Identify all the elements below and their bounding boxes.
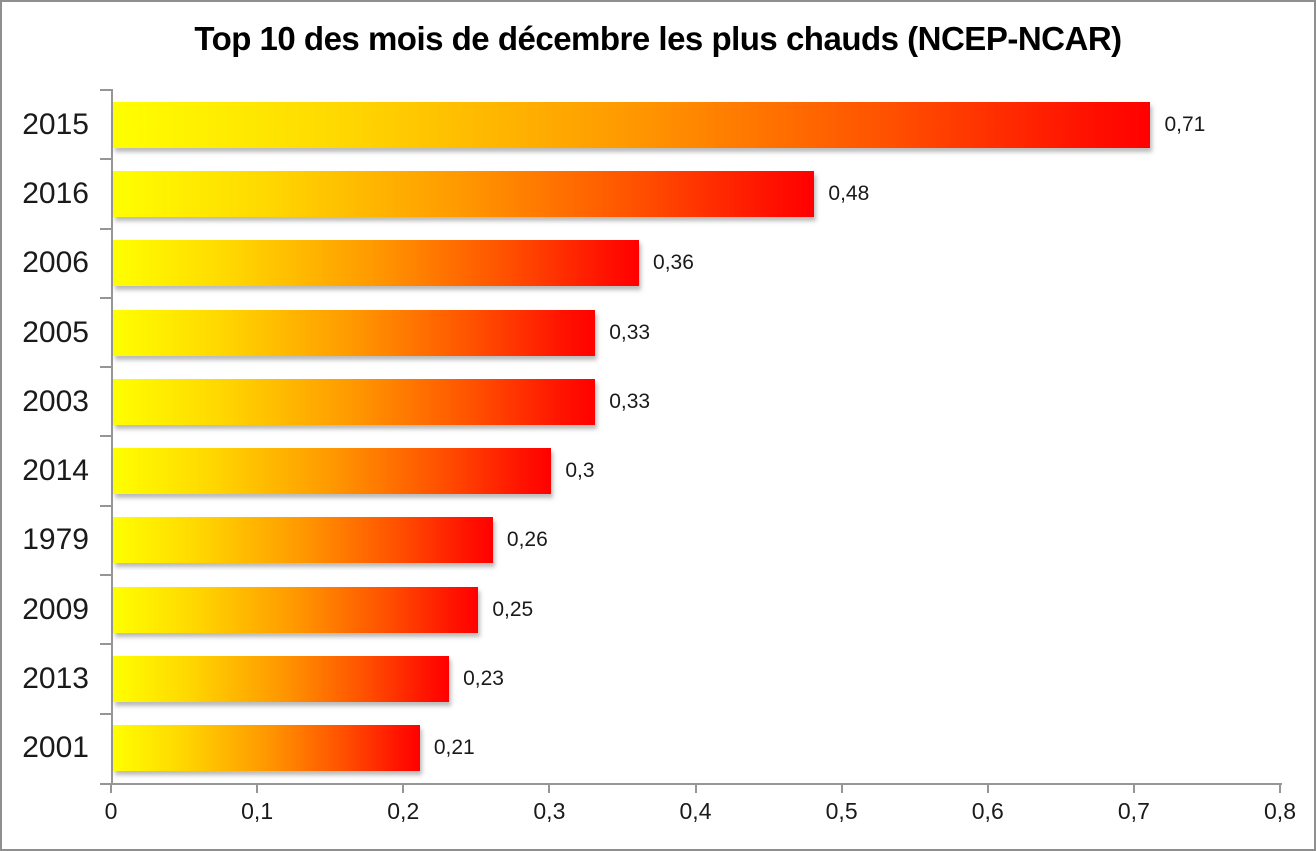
y-axis-label: 2003	[22, 384, 89, 418]
bar-value-label: 0,23	[463, 667, 504, 691]
x-axis-tick	[1279, 785, 1281, 793]
x-axis-tick	[694, 785, 697, 793]
x-axis-tick	[986, 785, 989, 793]
bar	[113, 517, 493, 564]
x-axis: 0 0,1 0,2 0,3 0,4 0,5 0,6 0,7 0,8	[105, 785, 1296, 835]
x-axis-tick-label: 0,8	[1264, 798, 1296, 824]
bar-row: 2003 0,33	[22, 366, 1282, 436]
bar	[113, 586, 479, 633]
x-axis-tick-label: 0,1	[241, 798, 274, 824]
bar-value-label: 0,25	[492, 597, 534, 621]
y-axis-label: 2014	[22, 454, 89, 488]
y-axis-label: 2009	[22, 592, 89, 626]
bar-value-label: 0,21	[433, 736, 475, 760]
bar	[113, 656, 450, 703]
x-axis-tick-label: 0,4	[679, 798, 712, 824]
x-axis-tick-label: 0,2	[387, 798, 420, 824]
bar-value-label: 0,33	[609, 320, 651, 344]
bar	[113, 240, 640, 287]
bar-row: 2016 0,48	[22, 158, 1282, 228]
x-axis-tick	[548, 785, 551, 793]
bar-row: 1979 0,26	[22, 504, 1282, 575]
bar-row: 2009 0,25	[22, 574, 1282, 644]
x-axis-tick-label: 0,7	[1117, 798, 1150, 824]
x-axis-tick	[840, 785, 843, 793]
y-axis-label: 2016	[22, 176, 89, 210]
bar-row: 2005 0,33	[22, 296, 1282, 367]
x-axis-line	[100, 783, 111, 785]
chart-title: Top 10 des mois de décembre les plus cha…	[194, 20, 1122, 57]
bar	[113, 378, 596, 425]
x-axis-tick	[402, 785, 405, 793]
bar-value-label: 0,26	[506, 528, 548, 552]
bar	[113, 101, 1151, 148]
bar-row: 2006 0,36	[22, 227, 1282, 298]
y-axis-label: 2005	[22, 315, 89, 349]
bar	[113, 170, 815, 217]
x-axis-tick-label: 0,6	[971, 798, 1004, 824]
bar	[113, 725, 420, 772]
bar-row: 2013 0,23	[22, 643, 1282, 713]
bar-value-label: 0,71	[1164, 112, 1206, 136]
y-axis-label: 2006	[22, 246, 89, 280]
x-axis-tick	[110, 785, 112, 793]
y-axis-label: 2015	[22, 107, 89, 141]
bar-row: 2015 0,71	[22, 88, 1282, 159]
plot-area: 2015 0,71 2016 0,48 2006 0,36 2005 0,33 …	[22, 88, 1282, 785]
bar-row: 2014 0,3	[22, 435, 1282, 505]
bar-value-label: 0,48	[828, 181, 870, 205]
bar-value-label: 0,33	[609, 389, 651, 413]
x-axis-tick	[1132, 785, 1135, 793]
x-axis-tick-label: 0,5	[825, 798, 858, 824]
x-axis-tick	[256, 785, 259, 793]
bar	[113, 448, 552, 495]
x-axis-tick-label: 0	[104, 798, 118, 824]
bar	[113, 309, 596, 356]
y-axis-label: 1979	[22, 523, 89, 557]
x-axis-tick-label: 0,3	[533, 798, 566, 824]
y-axis-label: 2013	[22, 662, 89, 696]
y-axis-label: 2001	[22, 731, 89, 765]
bar-value-label: 0,36	[653, 251, 694, 275]
bar-value-label: 0,3	[565, 459, 595, 483]
bar-row: 2001 0,21	[22, 712, 1282, 783]
